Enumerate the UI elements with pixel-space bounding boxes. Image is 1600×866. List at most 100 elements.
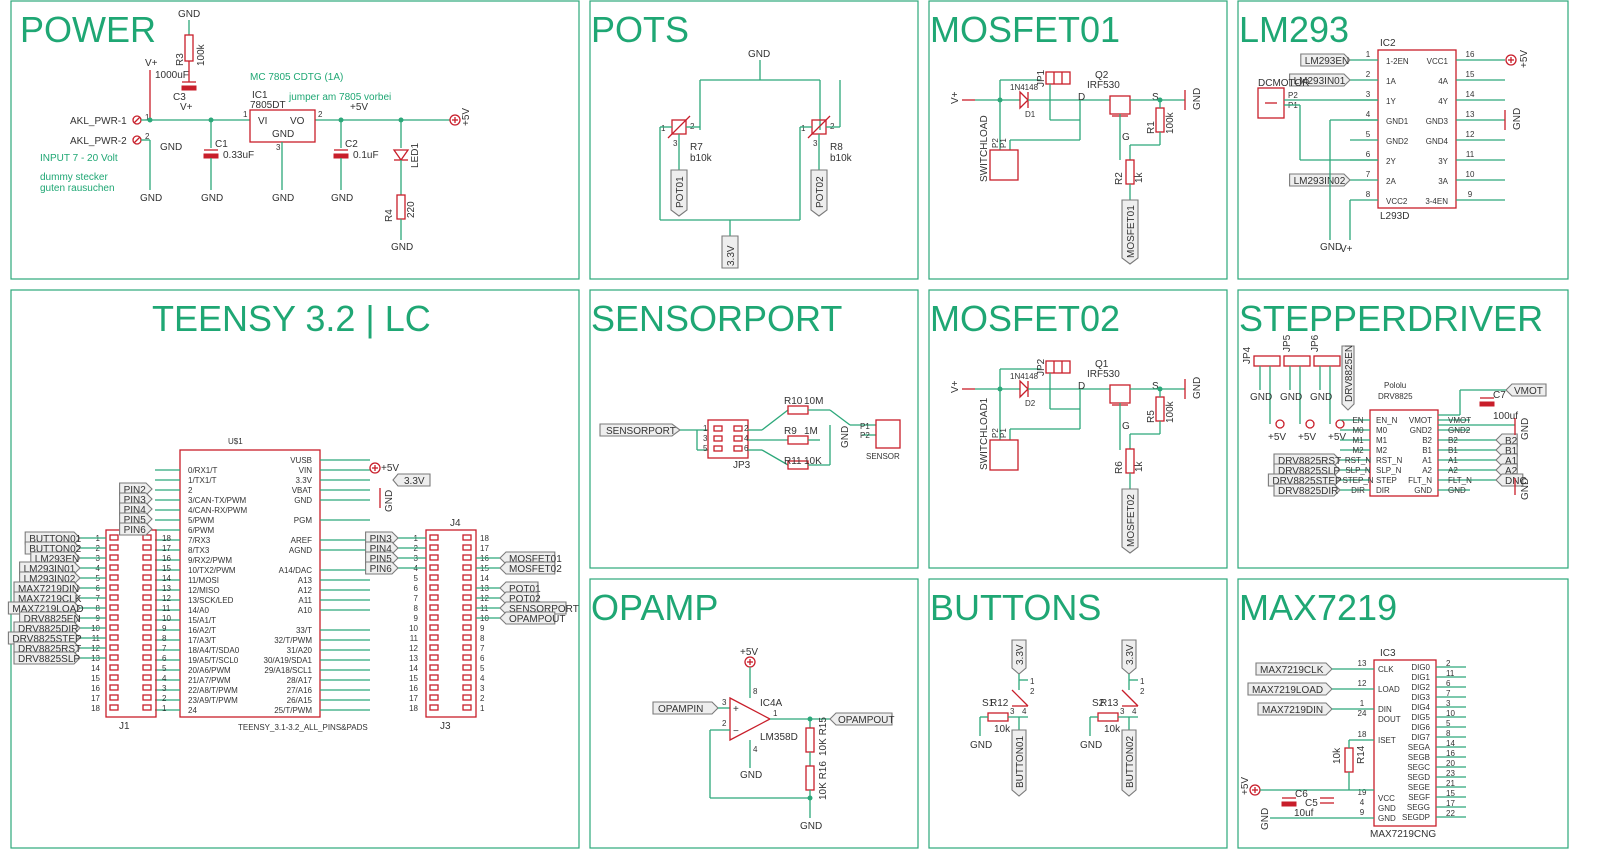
pot02-flag: [810, 169, 828, 217]
j1-net-flag-label: DRV8825DIR: [18, 624, 78, 635]
lm293-pin-number: 13: [1466, 110, 1475, 119]
frame-opamp: [589, 578, 919, 849]
stepperdriver-circuit: JP4 JP5 JP6 DRV8825EN GND GND GND +5V +5…: [1242, 334, 1547, 500]
max7219-pin-number: 9: [1360, 808, 1365, 817]
svg-text:S: S: [1152, 381, 1159, 392]
j1-pin-number: 9: [162, 624, 167, 633]
max7219-pin-name: GND: [1378, 804, 1396, 813]
svg-text:+: +: [733, 704, 739, 715]
lm293-pin-number: 1: [1366, 50, 1371, 59]
j1-pin-number: 5: [162, 664, 167, 673]
drv8825-pin-alias: DIR: [1351, 486, 1365, 495]
svg-text:+5V: +5V: [350, 102, 368, 113]
j3-pin-number: 17: [480, 544, 489, 553]
drv8825-left-flag-label: DRV8825SLP: [1278, 466, 1340, 477]
svg-text:+5V: +5V: [1240, 777, 1251, 795]
max7219-pin-name: DIG4: [1411, 703, 1430, 712]
teensy-pin-name: AREF: [291, 536, 312, 545]
svg-text:SENSOR: SENSOR: [866, 452, 900, 461]
frame-lm293: [1237, 0, 1569, 280]
j1-pin-number: 14: [162, 574, 171, 583]
drv8825-pin-alias: SLP_N: [1345, 466, 1371, 475]
svg-text:GND: GND: [272, 193, 294, 204]
title-teensy: TEENSY 3.2 | LC: [152, 298, 431, 339]
max7219-pin-number: 6: [1446, 679, 1451, 688]
j1-pin-number: 2: [162, 694, 167, 703]
svg-text:GND: GND: [384, 490, 395, 512]
vmot-flag: [1505, 383, 1547, 397]
svg-text:GND: GND: [1250, 392, 1272, 403]
title-mosfet01: MOSFET01: [930, 9, 1120, 50]
teensy-pin-name: 17/A3/T: [188, 636, 216, 645]
svg-text:0.1uF: 0.1uF: [353, 150, 379, 161]
max7219-pin-number: 21: [1446, 779, 1455, 788]
sensorport-flag: [599, 423, 681, 437]
lm293-5v-supply: [1505, 54, 1517, 66]
max7219-pin-number: 4: [1360, 798, 1365, 807]
mosfet01-circuit: V+ 1N4148 D1 JP1 Q2 IRF530 D S G: [950, 69, 1203, 265]
teensy-pin-name: A11: [298, 596, 312, 605]
ic2-l293d: [1377, 49, 1457, 209]
lm293-pin-name: VCC1: [1427, 57, 1449, 66]
svg-text:TEENSY_3.1-3.2_ALL_PINS&PADS: TEENSY_3.1-3.2_ALL_PINS&PADS: [238, 723, 368, 732]
j4-net-flag: [499, 611, 556, 625]
max7219-pin-number: 17: [1446, 799, 1455, 808]
r10-resistor: [787, 405, 809, 415]
max7219-circuit: IC3 MAX7219CNG 13CLK12LOAD1DIN24DOUT18IS…: [1240, 648, 1466, 840]
akl-pwr-1-label: AKL_PWR-1: [70, 116, 127, 127]
button2-3v3-flag: [1121, 639, 1137, 675]
teensy-pin-name: 32/T/PWM: [274, 636, 312, 645]
drv8825-pin-alias: A1: [1448, 456, 1458, 465]
svg-text:+5V: +5V: [461, 108, 472, 126]
svg-text:R11: R11: [784, 456, 802, 467]
svg-text:IRF530: IRF530: [1087, 80, 1120, 91]
teensy-pin-name: A13: [298, 576, 313, 585]
svg-text:2: 2: [1140, 687, 1145, 696]
j3-pin-number: 11: [410, 634, 419, 643]
svg-text:OPAMPIN: OPAMPIN: [658, 704, 703, 715]
j1-net-flag: [7, 601, 81, 615]
svg-text:LM358D: LM358D: [760, 732, 798, 743]
svg-text:7805DT: 7805DT: [250, 100, 286, 111]
jumper-note: jumper am 7805 vorbei: [288, 92, 391, 103]
j1-pin-number: 11: [162, 604, 171, 613]
j1-pin-number: 16: [91, 684, 100, 693]
lm293-left-pins: 1 1-2EN LM293EN 2 1A LM293IN01 3 1Y 4 GND1 5 GND2 6 2…: [1289, 50, 1409, 206]
buttons-circuit: 3.3V 1 2 3 4 S1 R12 10k GND BUTTON01 3.3…: [970, 639, 1145, 797]
j4-pin-flag-label: PIN4: [370, 544, 393, 555]
drv8825-pin-name: B1: [1422, 446, 1432, 455]
drv8825-pin-name: GND: [1414, 486, 1432, 495]
drv8825-right-flag-label: B2: [1505, 436, 1518, 447]
teensy-pin-name: A14/DAC: [279, 566, 313, 575]
max7219-pin-name: SEGD: [1407, 773, 1430, 782]
max7219-pin-name: DIG7: [1411, 733, 1430, 742]
svg-text:VO: VO: [290, 116, 305, 127]
svg-text:3: 3: [673, 139, 678, 148]
drv8825-pins: EN_NENM0M0M1M1M2M2RST_NRST_NSLP_NSLP_NST…: [1340, 416, 1472, 495]
j1-net-flag-label: DRV8825STEP: [12, 634, 82, 645]
r9-resistor: [787, 435, 809, 445]
teensy-pin-name: 8/TX3: [188, 546, 210, 555]
max7219-pin-number: 3: [1446, 699, 1451, 708]
j4-pin-flag: [365, 561, 399, 575]
j3-pin-number: 9: [480, 624, 485, 633]
svg-text:3.3V: 3.3V: [404, 476, 425, 487]
lm293-circuit: IC2 L293D 1 1-2EN LM293EN 2 1A LM293IN01 3 1Y 4 G…: [1257, 38, 1530, 255]
svg-text:R7: R7: [690, 142, 703, 153]
title-max7219: MAX7219: [1239, 587, 1397, 628]
svg-text:1000uF: 1000uF: [155, 70, 189, 81]
max7219load-flag: [1247, 682, 1333, 696]
teensy-pin-name: AGND: [289, 546, 312, 555]
drv8825-pin-name: EN_N: [1376, 416, 1398, 425]
svg-text:+5V: +5V: [381, 463, 399, 474]
lm293-pin-number: 8: [1366, 190, 1371, 199]
max7219-pin-name: SEGDP: [1402, 813, 1430, 822]
j1-pin-number: 6: [162, 654, 167, 663]
svg-text:1: 1: [801, 124, 806, 133]
lm293-pin-name: 1A: [1386, 77, 1396, 86]
r3-resistor: [184, 34, 194, 62]
svg-text:2: 2: [318, 110, 323, 119]
drv8825-pin-name: DIR: [1376, 486, 1390, 495]
teensy-pin-flag-label: PIN2: [124, 485, 147, 496]
